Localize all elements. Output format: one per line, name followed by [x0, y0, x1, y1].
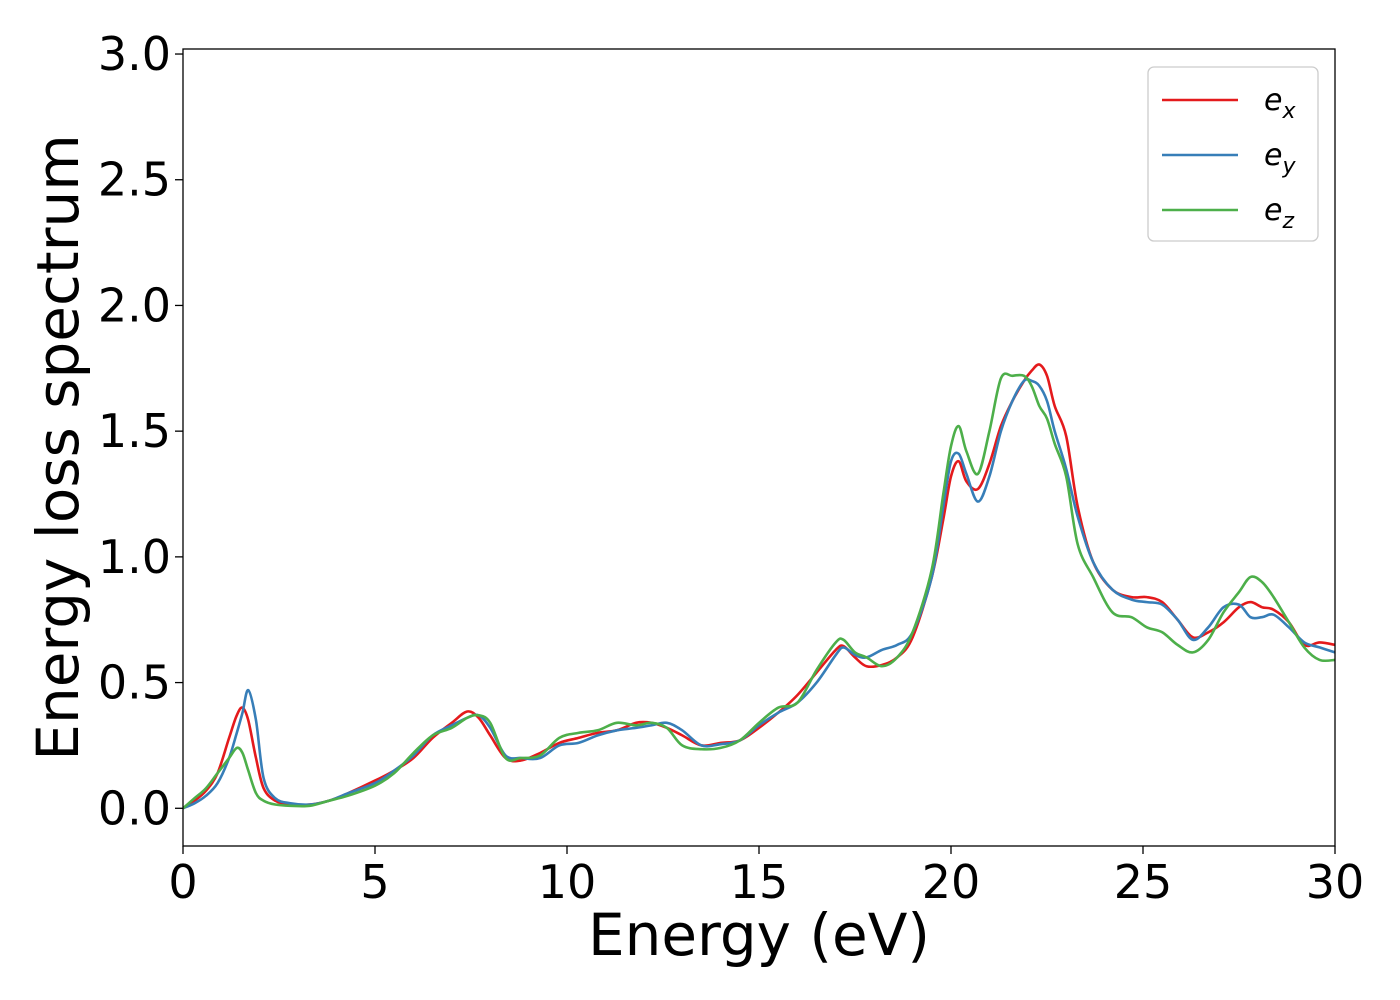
ticks-layer: 0 5 10 15 20 25 30 0.0 0.5 1.0 1.5 2.0 2.5 3.0	[98, 27, 1364, 909]
y-tick-label: 1.0	[98, 530, 171, 584]
y-tick-label: 1.5	[98, 404, 171, 458]
x-tick-label: 5	[360, 855, 389, 909]
x-tick-label: 0	[168, 855, 197, 909]
x-tick-label: 15	[730, 855, 789, 909]
y-tick-label: 2.5	[98, 153, 171, 207]
series-line-e_x	[183, 363, 1335, 810]
y-tick-label: 2.0	[98, 278, 171, 332]
series-layer	[183, 363, 1335, 810]
legend-label-e_y: ey	[1264, 138, 1296, 179]
y-axis-title: Energy loss spectrum	[24, 134, 92, 760]
x-tick-label: 20	[922, 855, 981, 909]
x-axis-title: Energy (eV)	[588, 901, 930, 969]
x-tick-label: 10	[538, 855, 597, 909]
legend-label-e_x: ex	[1264, 83, 1296, 124]
legend: ex ey ez	[1147, 66, 1319, 242]
x-tick-label: 25	[1114, 855, 1173, 909]
series-line-e_z	[183, 372, 1335, 810]
series-line-e_y	[183, 377, 1335, 810]
y-tick-label: 0.0	[98, 781, 171, 835]
legend-label-e_z: ez	[1264, 193, 1294, 234]
y-tick-label: 0.5	[98, 656, 171, 710]
y-tick-label: 3.0	[98, 27, 171, 81]
x-tick-label: 30	[1306, 855, 1365, 909]
